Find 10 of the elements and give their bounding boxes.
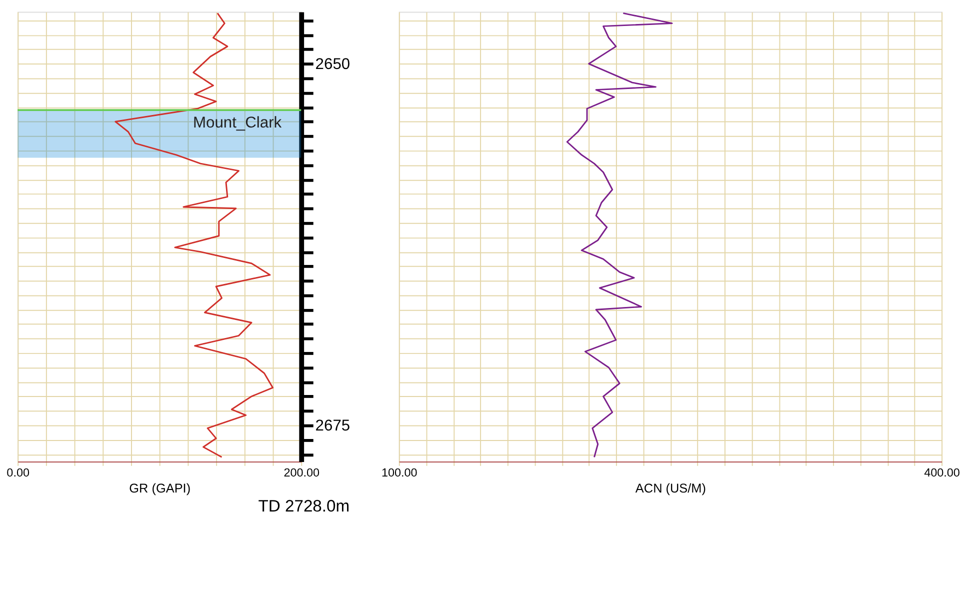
x-axis-title: GR (GAPI) [129,480,191,496]
x-axis-title: ACN (US/M) [635,480,706,496]
y-tick-label: 2650 [315,56,350,74]
x-tick-label: 100.00 [381,466,418,480]
ref-line-label: Mount_Clark [193,114,282,132]
x-tick-label: 400.00 [924,466,960,480]
text: TD 2728.0m [258,496,350,516]
y-tick-label: 2675 [315,418,350,435]
x-tick-label: 200.00 [284,466,320,480]
x-tick-label: 0.00 [6,466,30,480]
